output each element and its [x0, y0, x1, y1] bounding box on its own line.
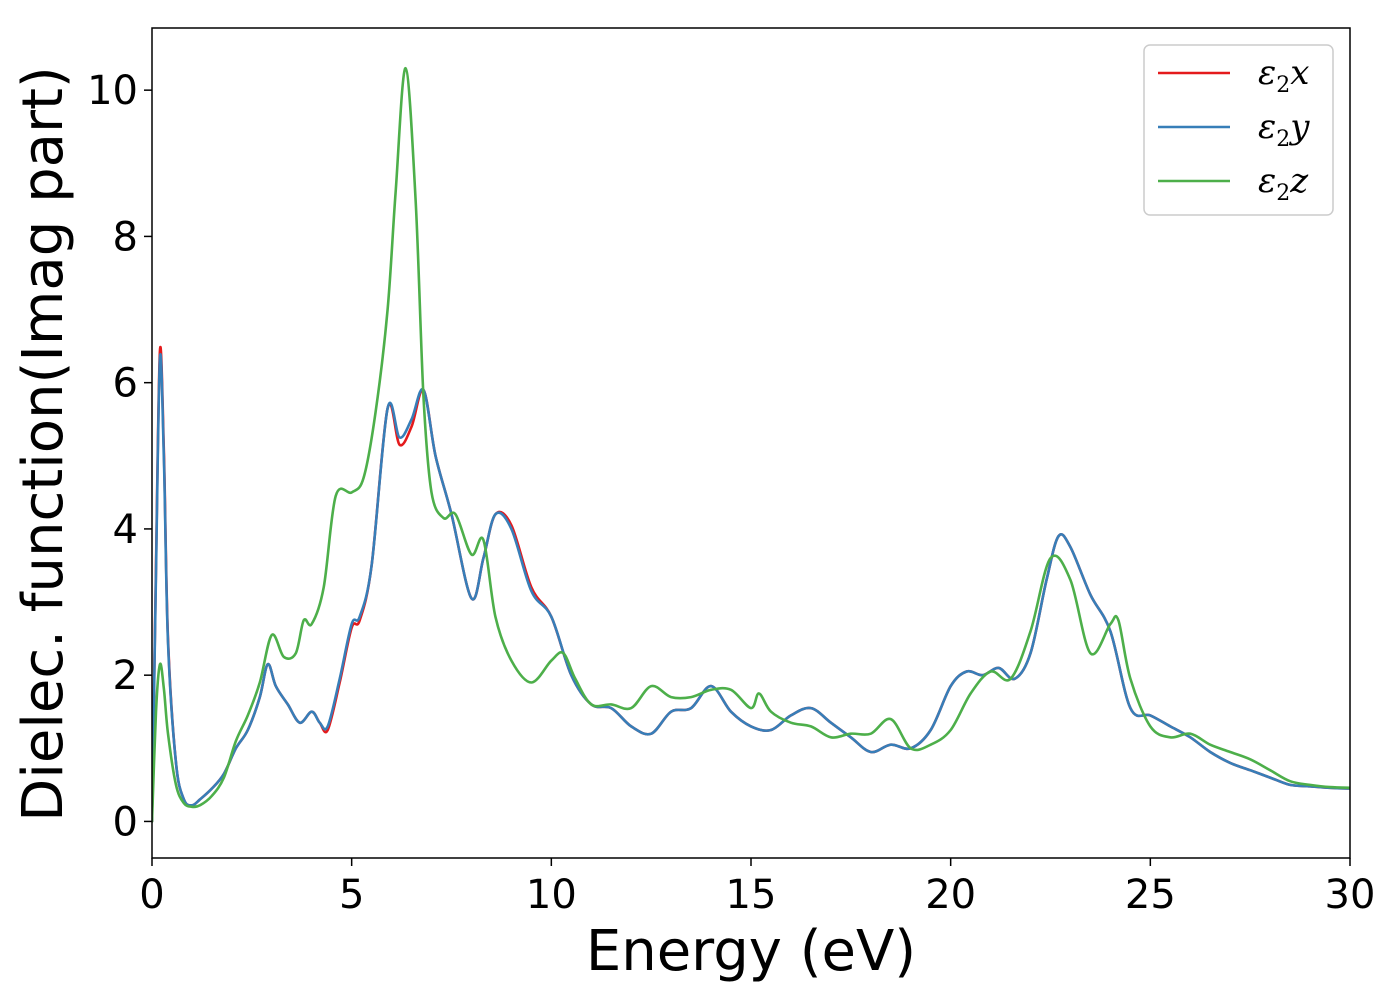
x-tick-label: 25 [1125, 872, 1176, 918]
x-axis-ticks: 0 5 10 15 20 25 30 [139, 858, 1375, 918]
y-tick-label: 8 [113, 214, 138, 260]
x-tick-label: 15 [726, 872, 777, 918]
series-line-z [152, 66, 1350, 823]
x-tick-label: 5 [339, 872, 364, 918]
legend-label-z: ε2z [1258, 161, 1309, 206]
x-tick-label: 10 [526, 872, 577, 918]
y-axis-label: Dielec. function(Imag part) [11, 66, 76, 822]
x-axis-label: Energy (eV) [586, 919, 916, 984]
series-layer [152, 66, 1350, 823]
y-tick-label: 10 [87, 68, 138, 114]
legend-label-x: ε2x [1258, 53, 1309, 98]
legend-box [1143, 44, 1334, 216]
x-tick-label: 0 [139, 872, 164, 918]
x-tick-label: 30 [1325, 872, 1376, 918]
series-line-x [152, 345, 1350, 823]
x-tick-label: 20 [925, 872, 976, 918]
y-tick-label: 4 [113, 507, 138, 553]
y-tick-label: 0 [113, 799, 138, 845]
y-tick-label: 6 [113, 361, 138, 407]
series-line-y [152, 353, 1350, 823]
y-tick-label: 2 [113, 653, 138, 699]
y-axis-ticks: 0 2 4 6 8 10 [87, 68, 152, 845]
legend-label-y: ε2y [1258, 107, 1310, 152]
legend: ε2x ε2y ε2z [1143, 44, 1334, 216]
